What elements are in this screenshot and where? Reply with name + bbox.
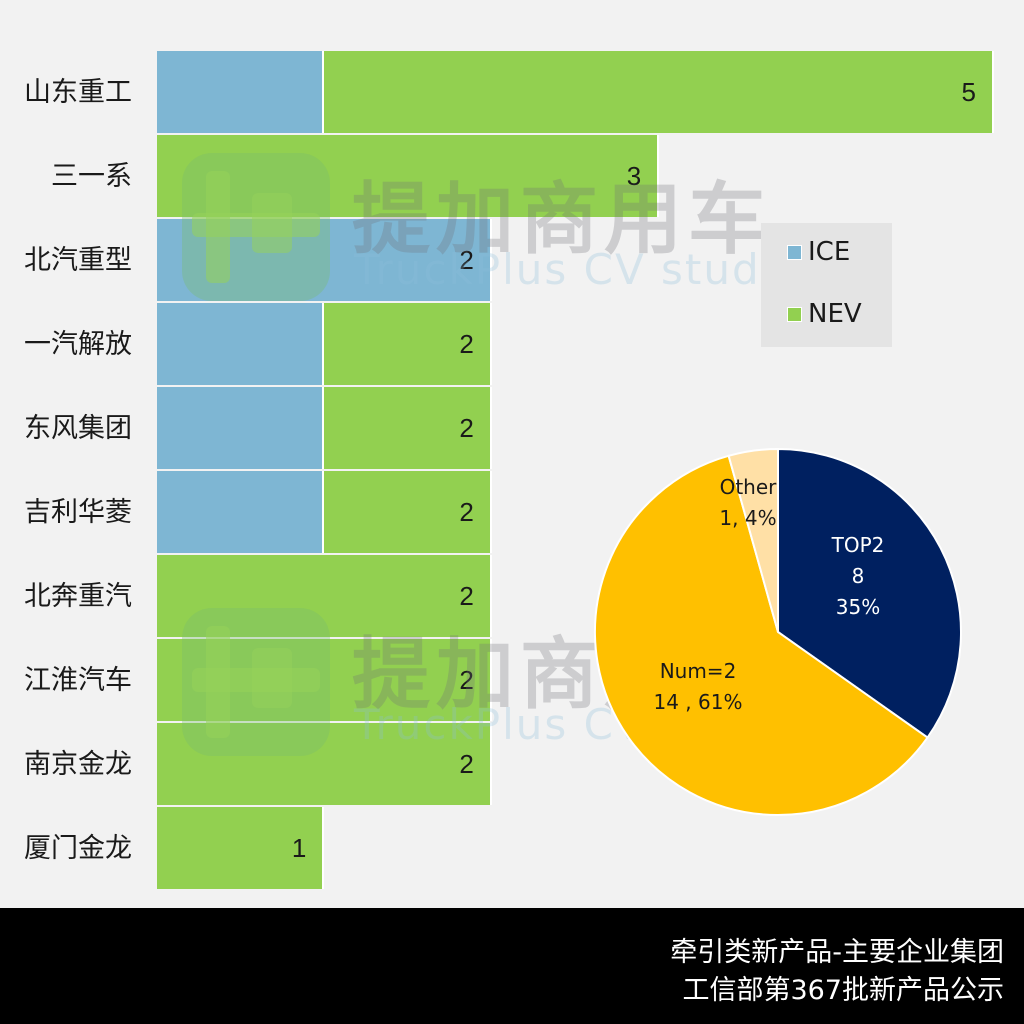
footer-caption: 牵引类新产品-主要企业集团 工信部第367批新产品公示 bbox=[0, 908, 1024, 1024]
slice-value: 8 bbox=[851, 564, 865, 588]
footer-title: 牵引类新产品-主要企业集团 bbox=[670, 937, 1004, 968]
category-label: 东风集团 bbox=[24, 413, 132, 444]
bar-segment-nev bbox=[157, 135, 660, 217]
bar-value-label: 2 bbox=[459, 581, 474, 611]
bar-value-label: 2 bbox=[459, 497, 474, 527]
bar-segment-nev bbox=[324, 471, 492, 553]
category-label: 吉利华菱 bbox=[24, 497, 132, 528]
nev-swatch-icon bbox=[787, 306, 802, 322]
pie-chart: TOP2 8 35% Num=2 14 , 61% Other 1, 4% bbox=[590, 444, 970, 824]
bar-value-label: 5 bbox=[961, 77, 976, 107]
category-label: 南京金龙 bbox=[24, 749, 132, 780]
pie-slice-other bbox=[727, 447, 779, 633]
legend-label: ICE bbox=[808, 237, 851, 267]
bar-segment-ice bbox=[157, 303, 325, 385]
slice-value: 14 , 61% bbox=[653, 690, 743, 714]
bar-segment-ice bbox=[157, 471, 325, 553]
category-label: 北奔重汽 bbox=[24, 581, 132, 612]
slice-name: Other bbox=[719, 475, 777, 499]
chart-legend: ICE NEV bbox=[761, 223, 892, 347]
slice-name: TOP2 bbox=[831, 533, 885, 557]
category-label: 三一系 bbox=[51, 161, 132, 192]
pie-label-other: Other 1, 4% bbox=[708, 472, 788, 534]
bar-value-label: 1 bbox=[291, 833, 307, 863]
chart-canvas: 山东重工 三一系 北汽重型 一汽解放 东风集团 吉利华菱 北奔重汽 江淮汽车 南京金龙 厦门金龙 … bbox=[24, 51, 994, 889]
bar-segment-nev bbox=[157, 555, 492, 637]
bar-value-label: 2 bbox=[459, 413, 474, 443]
bar-segment-nev bbox=[324, 387, 492, 469]
bar-value-label: 2 bbox=[459, 665, 474, 695]
pie-label-num2: Num=2 14 , 61% bbox=[638, 656, 758, 718]
bar-value-label: 3 bbox=[626, 161, 642, 191]
category-label: 一汽解放 bbox=[24, 329, 132, 360]
pie-slice-top2 bbox=[777, 447, 962, 739]
legend-label: NEV bbox=[808, 299, 862, 329]
pie-label-top2: TOP2 8 35% bbox=[810, 530, 906, 623]
bar-segment-nev bbox=[157, 807, 325, 889]
pie-graphic bbox=[594, 447, 962, 816]
footer-subtitle: 工信部第367批新产品公示 bbox=[682, 975, 1004, 1006]
ice-swatch-icon bbox=[787, 244, 802, 260]
category-label: 厦门金龙 bbox=[24, 833, 132, 864]
category-label: 山东重工 bbox=[24, 77, 132, 108]
bar-value-label: 2 bbox=[459, 329, 474, 359]
category-label: 江淮汽车 bbox=[24, 665, 132, 696]
slice-name: Num=2 bbox=[659, 659, 737, 683]
bar-segment-nev bbox=[324, 303, 492, 385]
pie-slice-num2 bbox=[594, 454, 929, 816]
legend-item-nev: NEV bbox=[787, 299, 862, 329]
bar-segment-ice bbox=[157, 51, 325, 133]
slice-value: 1, 4% bbox=[719, 506, 777, 530]
legend-item-ice: ICE bbox=[787, 237, 850, 267]
category-label: 北汽重型 bbox=[24, 245, 132, 276]
bar-segment-ice bbox=[157, 387, 325, 469]
bar-value-label: 2 bbox=[459, 749, 474, 779]
slice-percent: 35% bbox=[835, 595, 881, 619]
bar-segment-nev bbox=[324, 51, 994, 133]
bar-value-label: 2 bbox=[459, 245, 474, 275]
